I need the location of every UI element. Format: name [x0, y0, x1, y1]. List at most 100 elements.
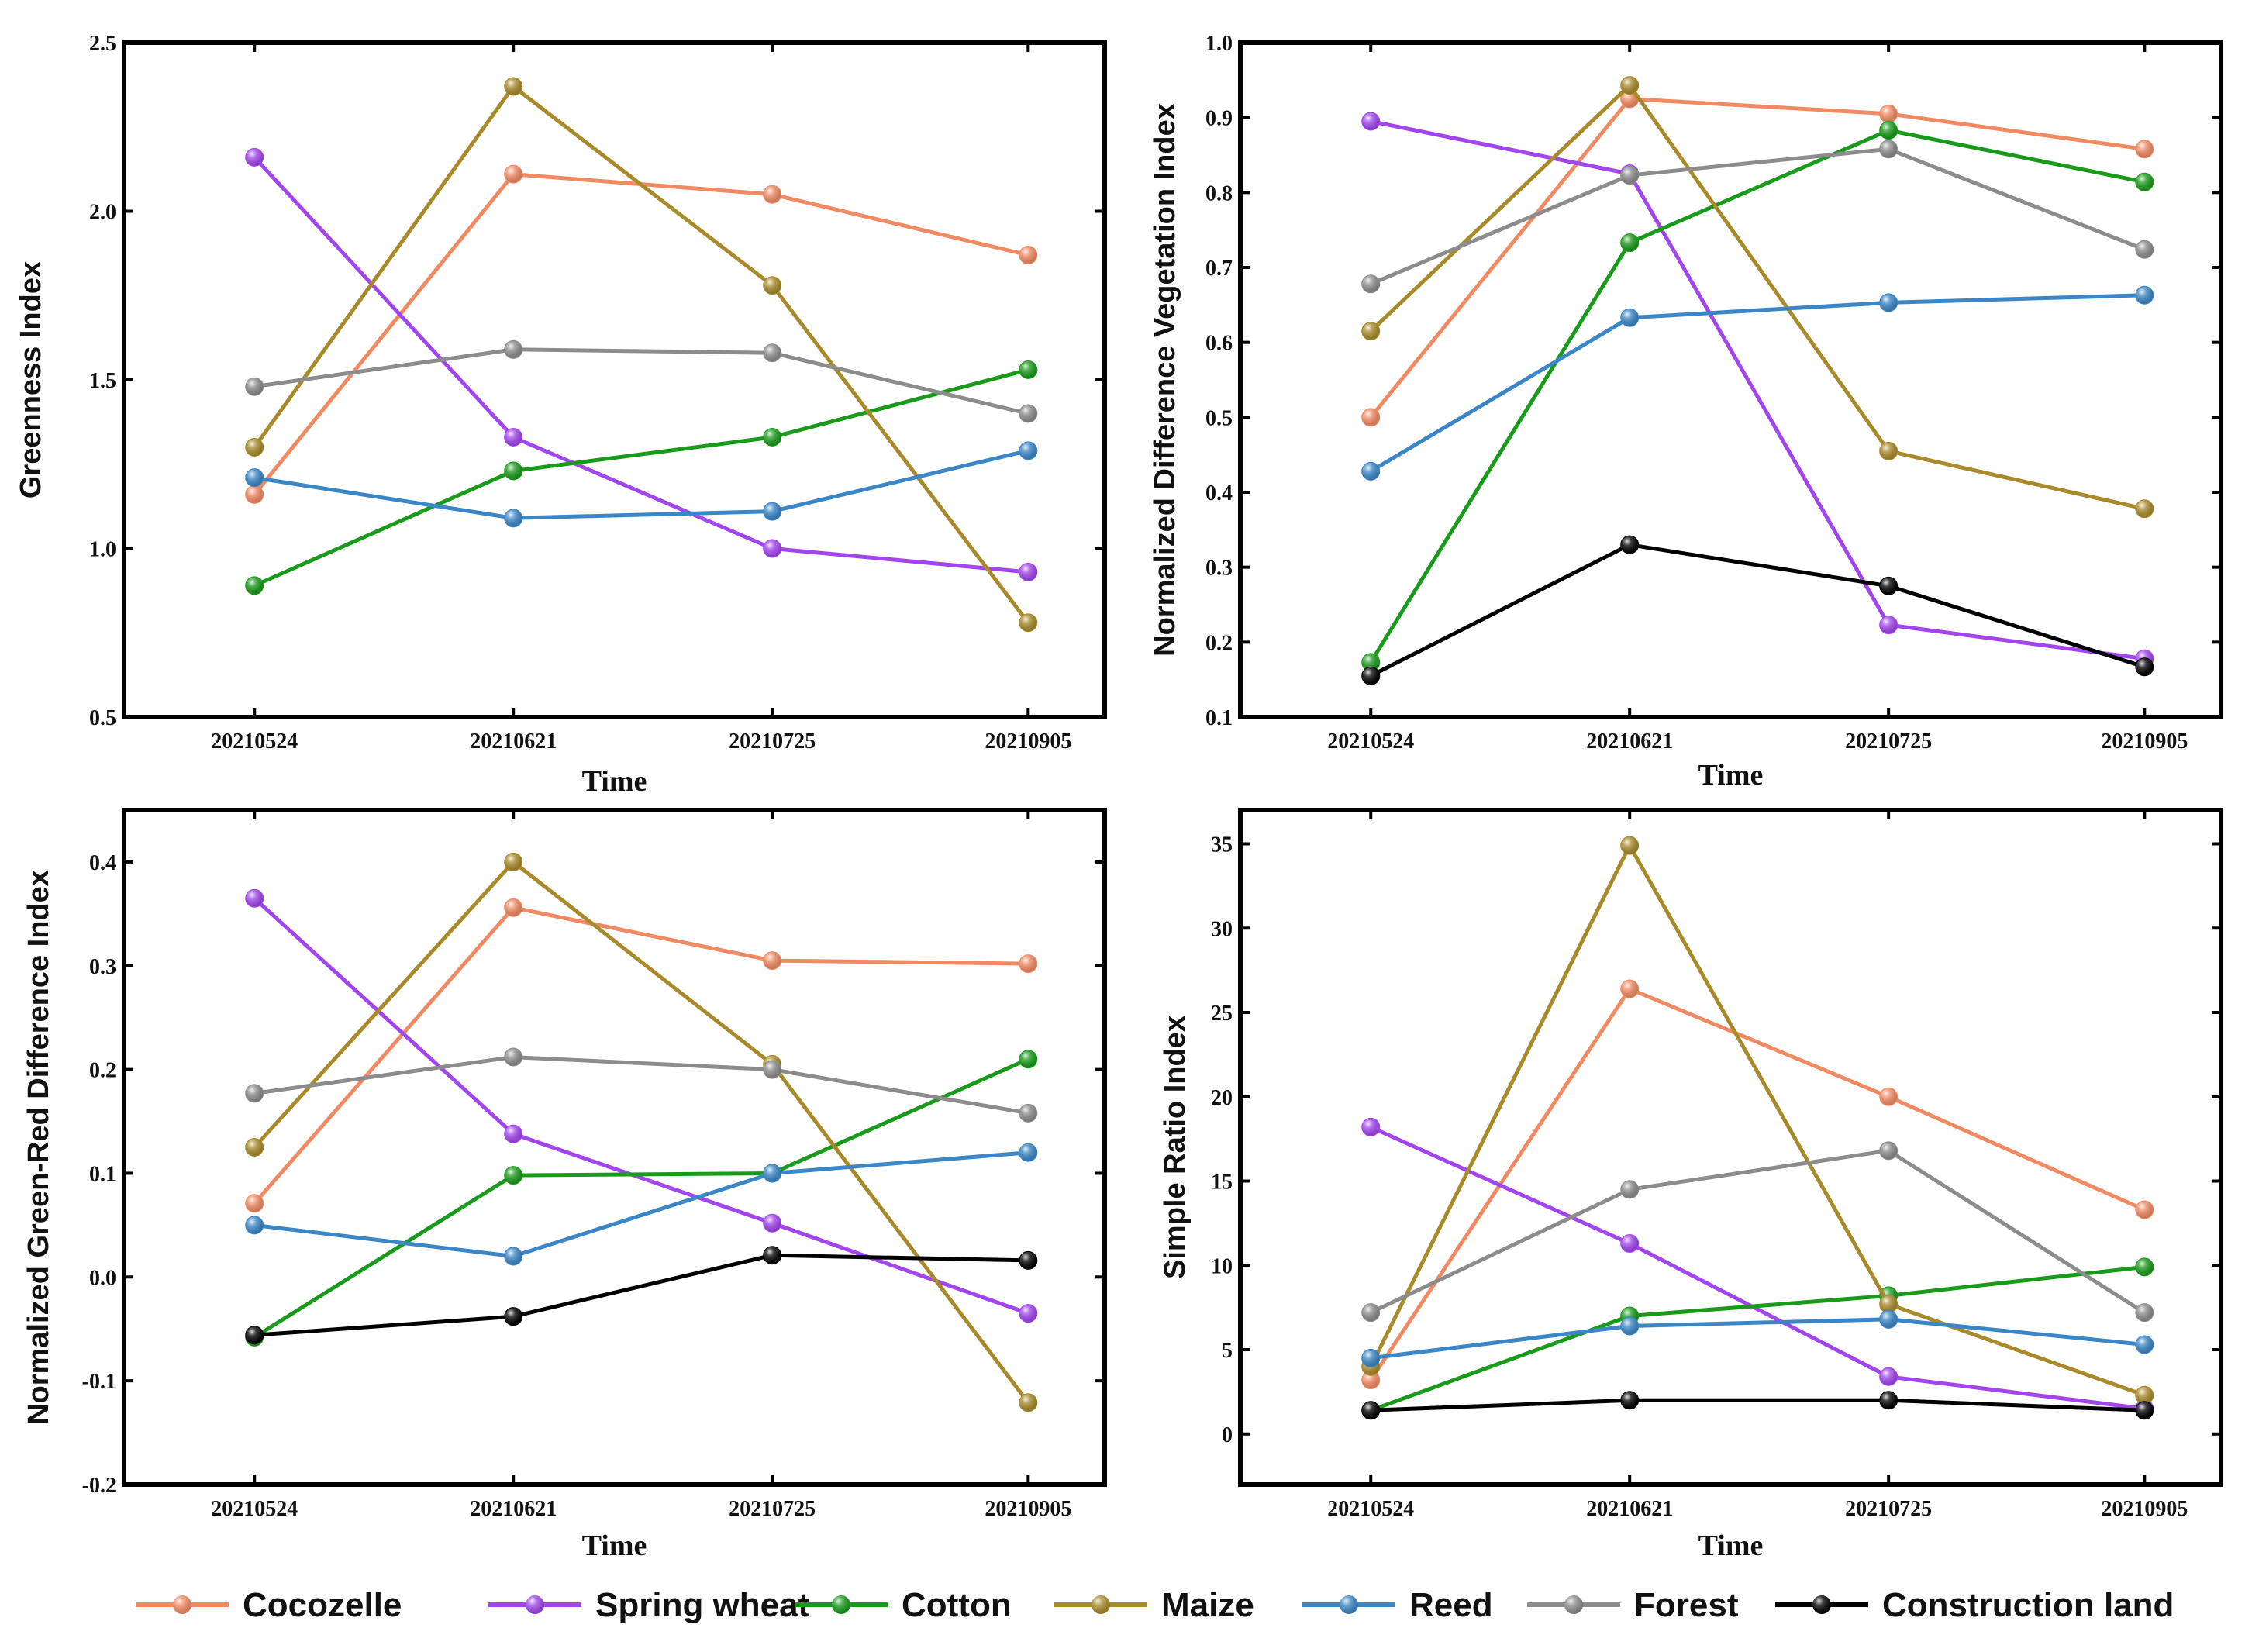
legend-label: Cotton: [902, 1586, 1012, 1624]
x-tick-label: 20210621: [470, 729, 557, 754]
x-axis-title: Time: [582, 765, 647, 798]
data-point-forest: [1361, 1303, 1381, 1323]
data-point-maize: [2135, 499, 2154, 519]
plot-frame: [122, 40, 1107, 719]
series-line-cotton: [253, 367, 1029, 588]
series-line-spring-wheat: [1370, 1125, 2145, 1411]
data-point-cocozelle: [504, 164, 523, 184]
y-tick-label: 0.4: [89, 851, 116, 875]
data-point-reed: [2135, 285, 2154, 305]
legend-label: Spring wheat: [595, 1586, 810, 1624]
data-point-cotton: [1620, 233, 1640, 253]
y-tick-label: 30: [1211, 917, 1233, 941]
x-tick-label: 20210524: [211, 1497, 298, 1521]
data-point-construction-land: [1620, 535, 1640, 554]
series-line-reed: [1369, 293, 2145, 474]
legend-swatch-marker: [1564, 1595, 1583, 1614]
data-point-cotton: [504, 461, 523, 481]
data-point-spring-wheat: [245, 147, 264, 167]
series-line-spring-wheat: [1370, 119, 2145, 661]
data-point-reed: [1620, 1316, 1640, 1336]
series-line-reed: [253, 1150, 1029, 1258]
x-tick-label: 20210905: [2101, 729, 2188, 754]
data-point-cotton: [1019, 360, 1038, 379]
data-point-reed: [504, 1247, 523, 1266]
data-point-maize: [1019, 1393, 1038, 1412]
y-tick-label: 0.2: [1205, 631, 1233, 655]
data-point-cocozelle: [1019, 954, 1038, 974]
x-tick-label: 20210725: [1845, 729, 1932, 754]
data-point-maize: [504, 852, 523, 871]
legend-label: Reed: [1409, 1586, 1493, 1624]
data-point-spring-wheat: [1019, 562, 1038, 581]
y-tick-label: 0: [1222, 1423, 1233, 1447]
data-point-construction-land: [1620, 1391, 1640, 1410]
y-tick-label: 0.2: [89, 1059, 116, 1083]
data-point-forest: [1879, 140, 1899, 159]
y-tick-label: 2.0: [89, 201, 116, 225]
data-point-spring-wheat: [1361, 112, 1381, 131]
y-tick-label: 5: [1222, 1339, 1233, 1363]
series-line-cotton: [1369, 128, 2145, 664]
data-point-forest: [763, 343, 782, 363]
y-tick-label: 0.5: [89, 706, 116, 730]
data-point-cocozelle: [763, 951, 782, 971]
data-point-spring-wheat: [763, 539, 782, 558]
x-tick-label: 20210524: [1327, 1497, 1414, 1521]
series-line-reed: [253, 448, 1029, 520]
data-point-reed: [1620, 308, 1640, 327]
data-point-forest: [2135, 240, 2154, 259]
data-point-forest: [504, 340, 523, 359]
series-line-cocozelle: [1369, 97, 2145, 419]
data-point-cotton: [2135, 1257, 2154, 1277]
y-tick-label: 0.3: [1205, 557, 1233, 581]
y-axis-title: Greenness Index: [15, 261, 47, 498]
legend-item-construction-land: Construction land: [1775, 1586, 2174, 1624]
data-point-cotton: [763, 427, 782, 447]
legend-swatch-marker: [1812, 1595, 1831, 1614]
y-axis-title: Simple Ratio Index: [1159, 1016, 1192, 1279]
y-tick-label: 10: [1211, 1254, 1233, 1278]
series-line-cotton: [1370, 1264, 2145, 1412]
x-tick-label: 20210905: [985, 729, 1071, 754]
legend-item-spring-wheat: Spring wheat: [488, 1586, 810, 1624]
y-tick-label: 1.5: [89, 369, 116, 393]
data-point-cocozelle: [1361, 408, 1381, 427]
y-tick-label: 0.0: [89, 1266, 116, 1290]
y-axis-title: Normalized Difference Vegetation Index: [1149, 103, 1181, 657]
data-point-forest: [504, 1047, 523, 1067]
data-point-spring-wheat: [763, 1213, 782, 1233]
data-point-maize: [1019, 613, 1038, 633]
x-tick-label: 20210905: [2101, 1497, 2188, 1521]
x-tick-label: 20210725: [729, 1497, 816, 1521]
legend-swatch-marker: [1340, 1595, 1358, 1614]
series-line-maize: [1368, 843, 2146, 1398]
data-point-spring-wheat: [1879, 1367, 1899, 1386]
data-point-cocozelle: [504, 898, 523, 917]
y-tick-label: 0.7: [1205, 257, 1233, 281]
data-point-reed: [245, 1216, 264, 1235]
y-tick-label: 20: [1211, 1086, 1233, 1110]
data-point-reed: [1879, 293, 1899, 312]
data-point-maize: [1620, 76, 1640, 95]
data-point-forest: [1361, 274, 1381, 294]
x-axis-title: Time: [1698, 1530, 1764, 1562]
y-tick-label: 0.1: [1205, 706, 1233, 730]
data-point-spring-wheat: [1879, 616, 1899, 635]
plot-frame: [1238, 40, 2223, 719]
data-point-construction-land: [1879, 1391, 1899, 1410]
data-point-reed: [1019, 441, 1038, 460]
data-point-reed: [763, 1164, 782, 1183]
data-point-forest: [1019, 1103, 1038, 1123]
data-point-cotton: [245, 576, 264, 595]
y-tick-label: 2.5: [89, 32, 116, 56]
data-point-maize: [245, 1138, 264, 1157]
data-point-forest: [2135, 1303, 2154, 1323]
data-point-cotton: [1879, 121, 1899, 140]
y-axis-title: Normalized Green-Red Difference Index: [22, 870, 55, 1425]
legend-item-forest: Forest: [1527, 1586, 1739, 1624]
y-tick-label: 15: [1211, 1171, 1233, 1195]
series-line-forest: [253, 347, 1029, 416]
data-point-reed: [1361, 461, 1381, 481]
series-line-maize: [253, 860, 1030, 1404]
